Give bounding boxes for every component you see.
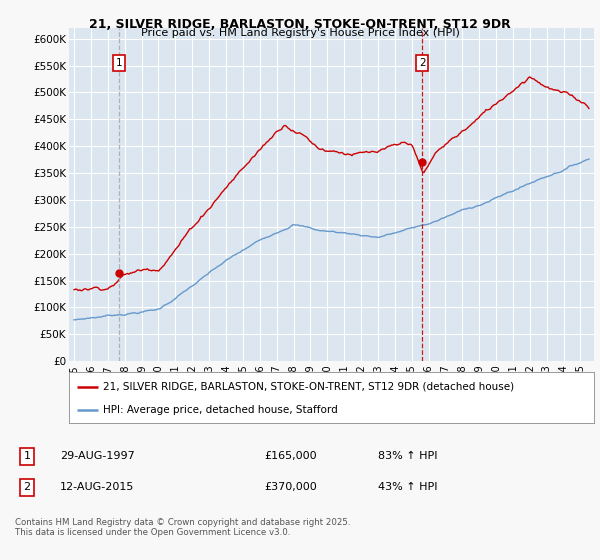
Text: 83% ↑ HPI: 83% ↑ HPI (378, 451, 437, 461)
Text: Price paid vs. HM Land Registry's House Price Index (HPI): Price paid vs. HM Land Registry's House … (140, 28, 460, 38)
Text: 2: 2 (419, 58, 425, 68)
Text: £165,000: £165,000 (264, 451, 317, 461)
Text: HPI: Average price, detached house, Stafford: HPI: Average price, detached house, Staf… (103, 405, 338, 415)
Text: 21, SILVER RIDGE, BARLASTON, STOKE-ON-TRENT, ST12 9DR: 21, SILVER RIDGE, BARLASTON, STOKE-ON-TR… (89, 18, 511, 31)
Text: 1: 1 (116, 58, 122, 68)
Text: £370,000: £370,000 (264, 482, 317, 492)
Text: 21, SILVER RIDGE, BARLASTON, STOKE-ON-TRENT, ST12 9DR (detached house): 21, SILVER RIDGE, BARLASTON, STOKE-ON-TR… (103, 381, 514, 391)
Text: 2: 2 (23, 482, 31, 492)
Text: 1: 1 (23, 451, 31, 461)
Text: 29-AUG-1997: 29-AUG-1997 (60, 451, 135, 461)
Text: 12-AUG-2015: 12-AUG-2015 (60, 482, 134, 492)
Text: Contains HM Land Registry data © Crown copyright and database right 2025.
This d: Contains HM Land Registry data © Crown c… (15, 518, 350, 538)
Text: 43% ↑ HPI: 43% ↑ HPI (378, 482, 437, 492)
